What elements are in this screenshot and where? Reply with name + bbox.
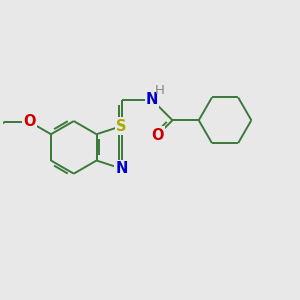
Text: O: O bbox=[23, 114, 35, 129]
Text: H: H bbox=[154, 84, 164, 97]
Text: S: S bbox=[116, 118, 127, 134]
Text: N: N bbox=[146, 92, 158, 107]
Text: N: N bbox=[115, 161, 128, 176]
Text: O: O bbox=[152, 128, 164, 142]
